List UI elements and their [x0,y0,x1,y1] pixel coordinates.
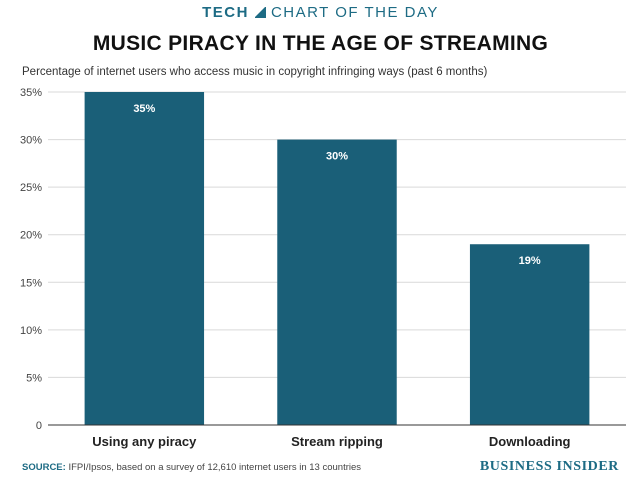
bar-stream-ripping [277,139,397,426]
bar-value-label: 30% [326,151,348,163]
chart-subtitle: Percentage of internet users who access … [22,66,488,78]
y-tick-label: 30% [20,135,42,147]
y-tick-label: 25% [20,182,42,194]
bar-value-label: 19% [519,255,541,267]
source-text: IFPI/Ipsos, based on a survey of 12,610 … [68,462,362,473]
bar-using-any-piracy [84,92,205,425]
y-tick-label: 20% [20,230,42,242]
header-strap: CHART OF THE DAY [270,4,439,21]
y-tick-label: 0 [36,420,42,432]
business-insider-logo: BUSINESS INSIDER [479,459,619,474]
chart-header: TECH CHART OF THE DAY [0,4,641,22]
bars [84,92,590,426]
y-axis-ticks: 0 5% 10% 15% 20% 25% 30% 35% [20,87,42,432]
x-axis-ticks: Using any piracy Stream ripping Downloadin… [92,434,570,449]
source-label: SOURCE: [22,462,66,473]
x-tick-label: Downloading [489,434,571,449]
header-kicker: TECH [202,4,249,21]
source-note: SOURCE: IFPI/Ipsos, based on a survey of… [22,462,361,473]
y-tick-label: 35% [20,87,42,99]
y-tick-label: 5% [26,372,42,384]
bar-value-labels: 35% 30% 19% [133,103,541,267]
bar-downloading [469,244,590,425]
chart-title: MUSIC PIRACY IN THE AGE OF STREAMING [92,32,549,55]
x-tick-label: Stream ripping [291,434,383,449]
triangle-divider-icon [254,7,266,18]
bar-value-label: 35% [133,103,155,115]
y-tick-label: 10% [20,325,42,337]
x-tick-label: Using any piracy [92,434,197,449]
y-tick-label: 15% [20,277,42,289]
